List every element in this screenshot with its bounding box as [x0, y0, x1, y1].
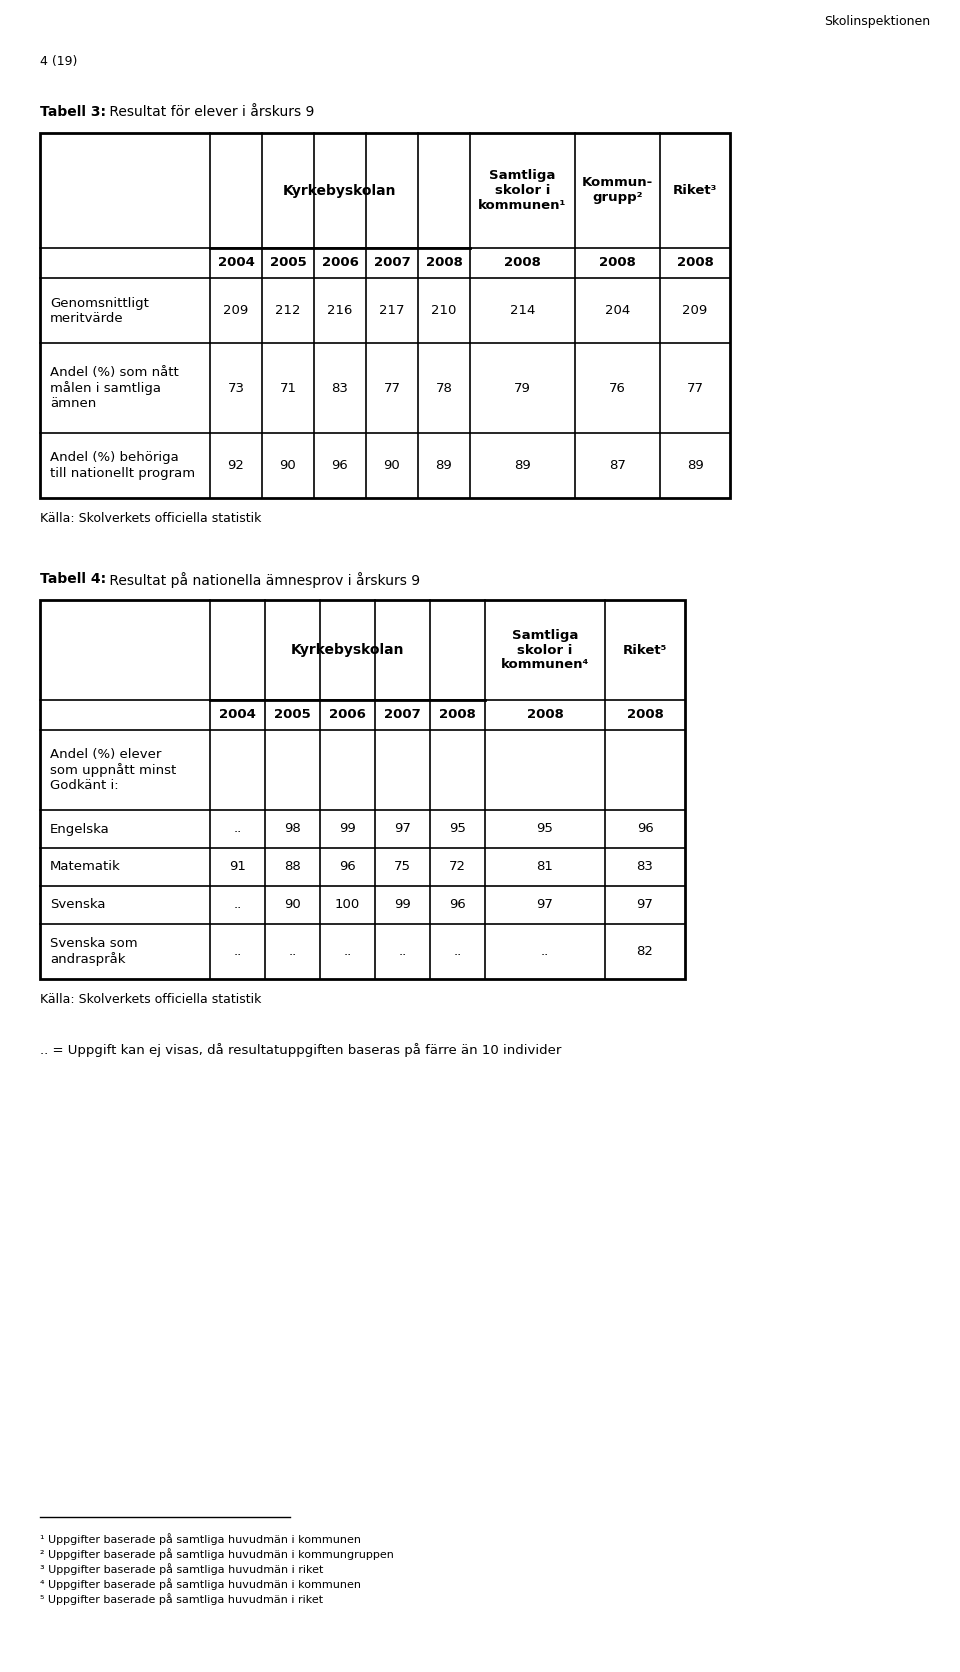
Text: ² Uppgifter baserade på samtliga huvudmän i kommungruppen: ² Uppgifter baserade på samtliga huvudmä… — [40, 1548, 394, 1560]
Text: 90: 90 — [384, 460, 400, 472]
Text: Källa: Skolverkets officiella statistik: Källa: Skolverkets officiella statistik — [40, 512, 261, 525]
Text: Kommun-
grupp²: Kommun- grupp² — [582, 177, 653, 204]
Text: 99: 99 — [339, 823, 356, 836]
Text: 89: 89 — [515, 460, 531, 472]
Text: 76: 76 — [609, 381, 626, 395]
Text: 96: 96 — [331, 460, 348, 472]
Text: ..: .. — [288, 945, 297, 958]
Text: 79: 79 — [514, 381, 531, 395]
Text: 217: 217 — [379, 304, 405, 318]
Text: Samtliga
skolor i
kommunen¹: Samtliga skolor i kommunen¹ — [478, 169, 566, 212]
Text: Tabell 3:: Tabell 3: — [40, 105, 106, 119]
Text: 2005: 2005 — [275, 709, 311, 722]
Text: 95: 95 — [537, 823, 553, 836]
Text: 216: 216 — [327, 304, 352, 318]
Text: ⁴ Uppgifter baserade på samtliga huvudmän i kommunen: ⁴ Uppgifter baserade på samtliga huvudmä… — [40, 1578, 361, 1590]
Text: 2007: 2007 — [384, 709, 420, 722]
Text: 98: 98 — [284, 823, 300, 836]
Text: 77: 77 — [383, 381, 400, 395]
Text: 73: 73 — [228, 381, 245, 395]
Text: 92: 92 — [228, 460, 245, 472]
Text: Andel (%) elever
som uppnått minst
Godkänt i:: Andel (%) elever som uppnått minst Godkä… — [50, 747, 177, 793]
Text: 2008: 2008 — [527, 709, 564, 722]
Text: 83: 83 — [331, 381, 348, 395]
Text: 204: 204 — [605, 304, 630, 318]
Text: 78: 78 — [436, 381, 452, 395]
Text: 2008: 2008 — [599, 256, 636, 269]
Text: Matematik: Matematik — [50, 861, 121, 873]
Text: 100: 100 — [335, 898, 360, 911]
Text: Kyrkebyskolan: Kyrkebyskolan — [283, 184, 396, 197]
Text: 82: 82 — [636, 945, 654, 958]
Text: 95: 95 — [449, 823, 466, 836]
Text: ..: .. — [344, 945, 351, 958]
Text: Svenska: Svenska — [50, 898, 106, 911]
Text: 210: 210 — [431, 304, 457, 318]
Text: 209: 209 — [683, 304, 708, 318]
Text: 2008: 2008 — [677, 256, 713, 269]
Text: Samtliga
skolor i
kommunen⁴: Samtliga skolor i kommunen⁴ — [501, 629, 589, 672]
Text: ¹ Uppgifter baserade på samtliga huvudmän i kommunen: ¹ Uppgifter baserade på samtliga huvudmä… — [40, 1533, 361, 1545]
Text: .. = Uppgift kan ej visas, då resultatuppgiften baseras på färre än 10 individer: .. = Uppgift kan ej visas, då resultatup… — [40, 1043, 562, 1057]
Text: 97: 97 — [394, 823, 411, 836]
Text: 2004: 2004 — [218, 256, 254, 269]
Text: 90: 90 — [279, 460, 297, 472]
Text: ³ Uppgifter baserade på samtliga huvudmän i riket: ³ Uppgifter baserade på samtliga huvudmä… — [40, 1563, 324, 1575]
Text: ..: .. — [453, 945, 462, 958]
Text: 2008: 2008 — [504, 256, 540, 269]
Text: ..: .. — [540, 945, 549, 958]
Text: 4 (19): 4 (19) — [40, 55, 78, 69]
Text: ⁵ Uppgifter baserade på samtliga huvudmän i riket: ⁵ Uppgifter baserade på samtliga huvudmä… — [40, 1593, 324, 1605]
Text: 2008: 2008 — [627, 709, 663, 722]
Text: 75: 75 — [394, 861, 411, 873]
Text: 2005: 2005 — [270, 256, 306, 269]
Text: Engelska: Engelska — [50, 823, 109, 836]
Text: Genomsnittligt
meritvärde: Genomsnittligt meritvärde — [50, 296, 149, 324]
Text: 209: 209 — [224, 304, 249, 318]
Text: 2006: 2006 — [322, 256, 358, 269]
Text: 96: 96 — [449, 898, 466, 911]
Text: 2008: 2008 — [425, 256, 463, 269]
Bar — [40, 134, 730, 498]
Text: Riket⁵: Riket⁵ — [623, 644, 667, 657]
Text: Tabell 4:: Tabell 4: — [40, 572, 107, 585]
Text: Svenska som
andraspråk: Svenska som andraspråk — [50, 936, 137, 966]
Text: Resultat för elever i årskurs 9: Resultat för elever i årskurs 9 — [105, 105, 314, 119]
Text: 96: 96 — [339, 861, 356, 873]
Text: Skolinspektionen: Skolinspektionen — [824, 15, 930, 28]
Text: ..: .. — [398, 945, 407, 958]
Text: ..: .. — [233, 898, 242, 911]
Text: 83: 83 — [636, 861, 654, 873]
Text: Källa: Skolverkets officiella statistik: Källa: Skolverkets officiella statistik — [40, 993, 261, 1007]
Text: 97: 97 — [537, 898, 553, 911]
Text: Resultat på nationella ämnesprov i årskurs 9: Resultat på nationella ämnesprov i årsku… — [105, 572, 420, 589]
Text: 99: 99 — [395, 898, 411, 911]
Text: Andel (%) behöriga
till nationellt program: Andel (%) behöriga till nationellt progr… — [50, 451, 195, 480]
Bar — [40, 600, 685, 980]
Text: Kyrkebyskolan: Kyrkebyskolan — [291, 644, 404, 657]
Text: 2008: 2008 — [439, 709, 476, 722]
Text: 2004: 2004 — [219, 709, 256, 722]
Text: 72: 72 — [449, 861, 466, 873]
Text: 2006: 2006 — [329, 709, 366, 722]
Text: 87: 87 — [609, 460, 626, 472]
Text: ..: .. — [233, 823, 242, 836]
Text: 81: 81 — [537, 861, 553, 873]
Text: 212: 212 — [276, 304, 300, 318]
Text: 96: 96 — [636, 823, 654, 836]
Text: 97: 97 — [636, 898, 654, 911]
Text: 77: 77 — [686, 381, 704, 395]
Text: 71: 71 — [279, 381, 297, 395]
Text: 2007: 2007 — [373, 256, 410, 269]
Text: 89: 89 — [686, 460, 704, 472]
Text: 214: 214 — [510, 304, 535, 318]
Text: 88: 88 — [284, 861, 300, 873]
Text: 91: 91 — [229, 861, 246, 873]
Text: Andel (%) som nått
målen i samtliga
ämnen: Andel (%) som nått målen i samtliga ämne… — [50, 366, 179, 410]
Text: 90: 90 — [284, 898, 300, 911]
Text: 89: 89 — [436, 460, 452, 472]
Text: ..: .. — [233, 945, 242, 958]
Text: Riket³: Riket³ — [673, 184, 717, 197]
